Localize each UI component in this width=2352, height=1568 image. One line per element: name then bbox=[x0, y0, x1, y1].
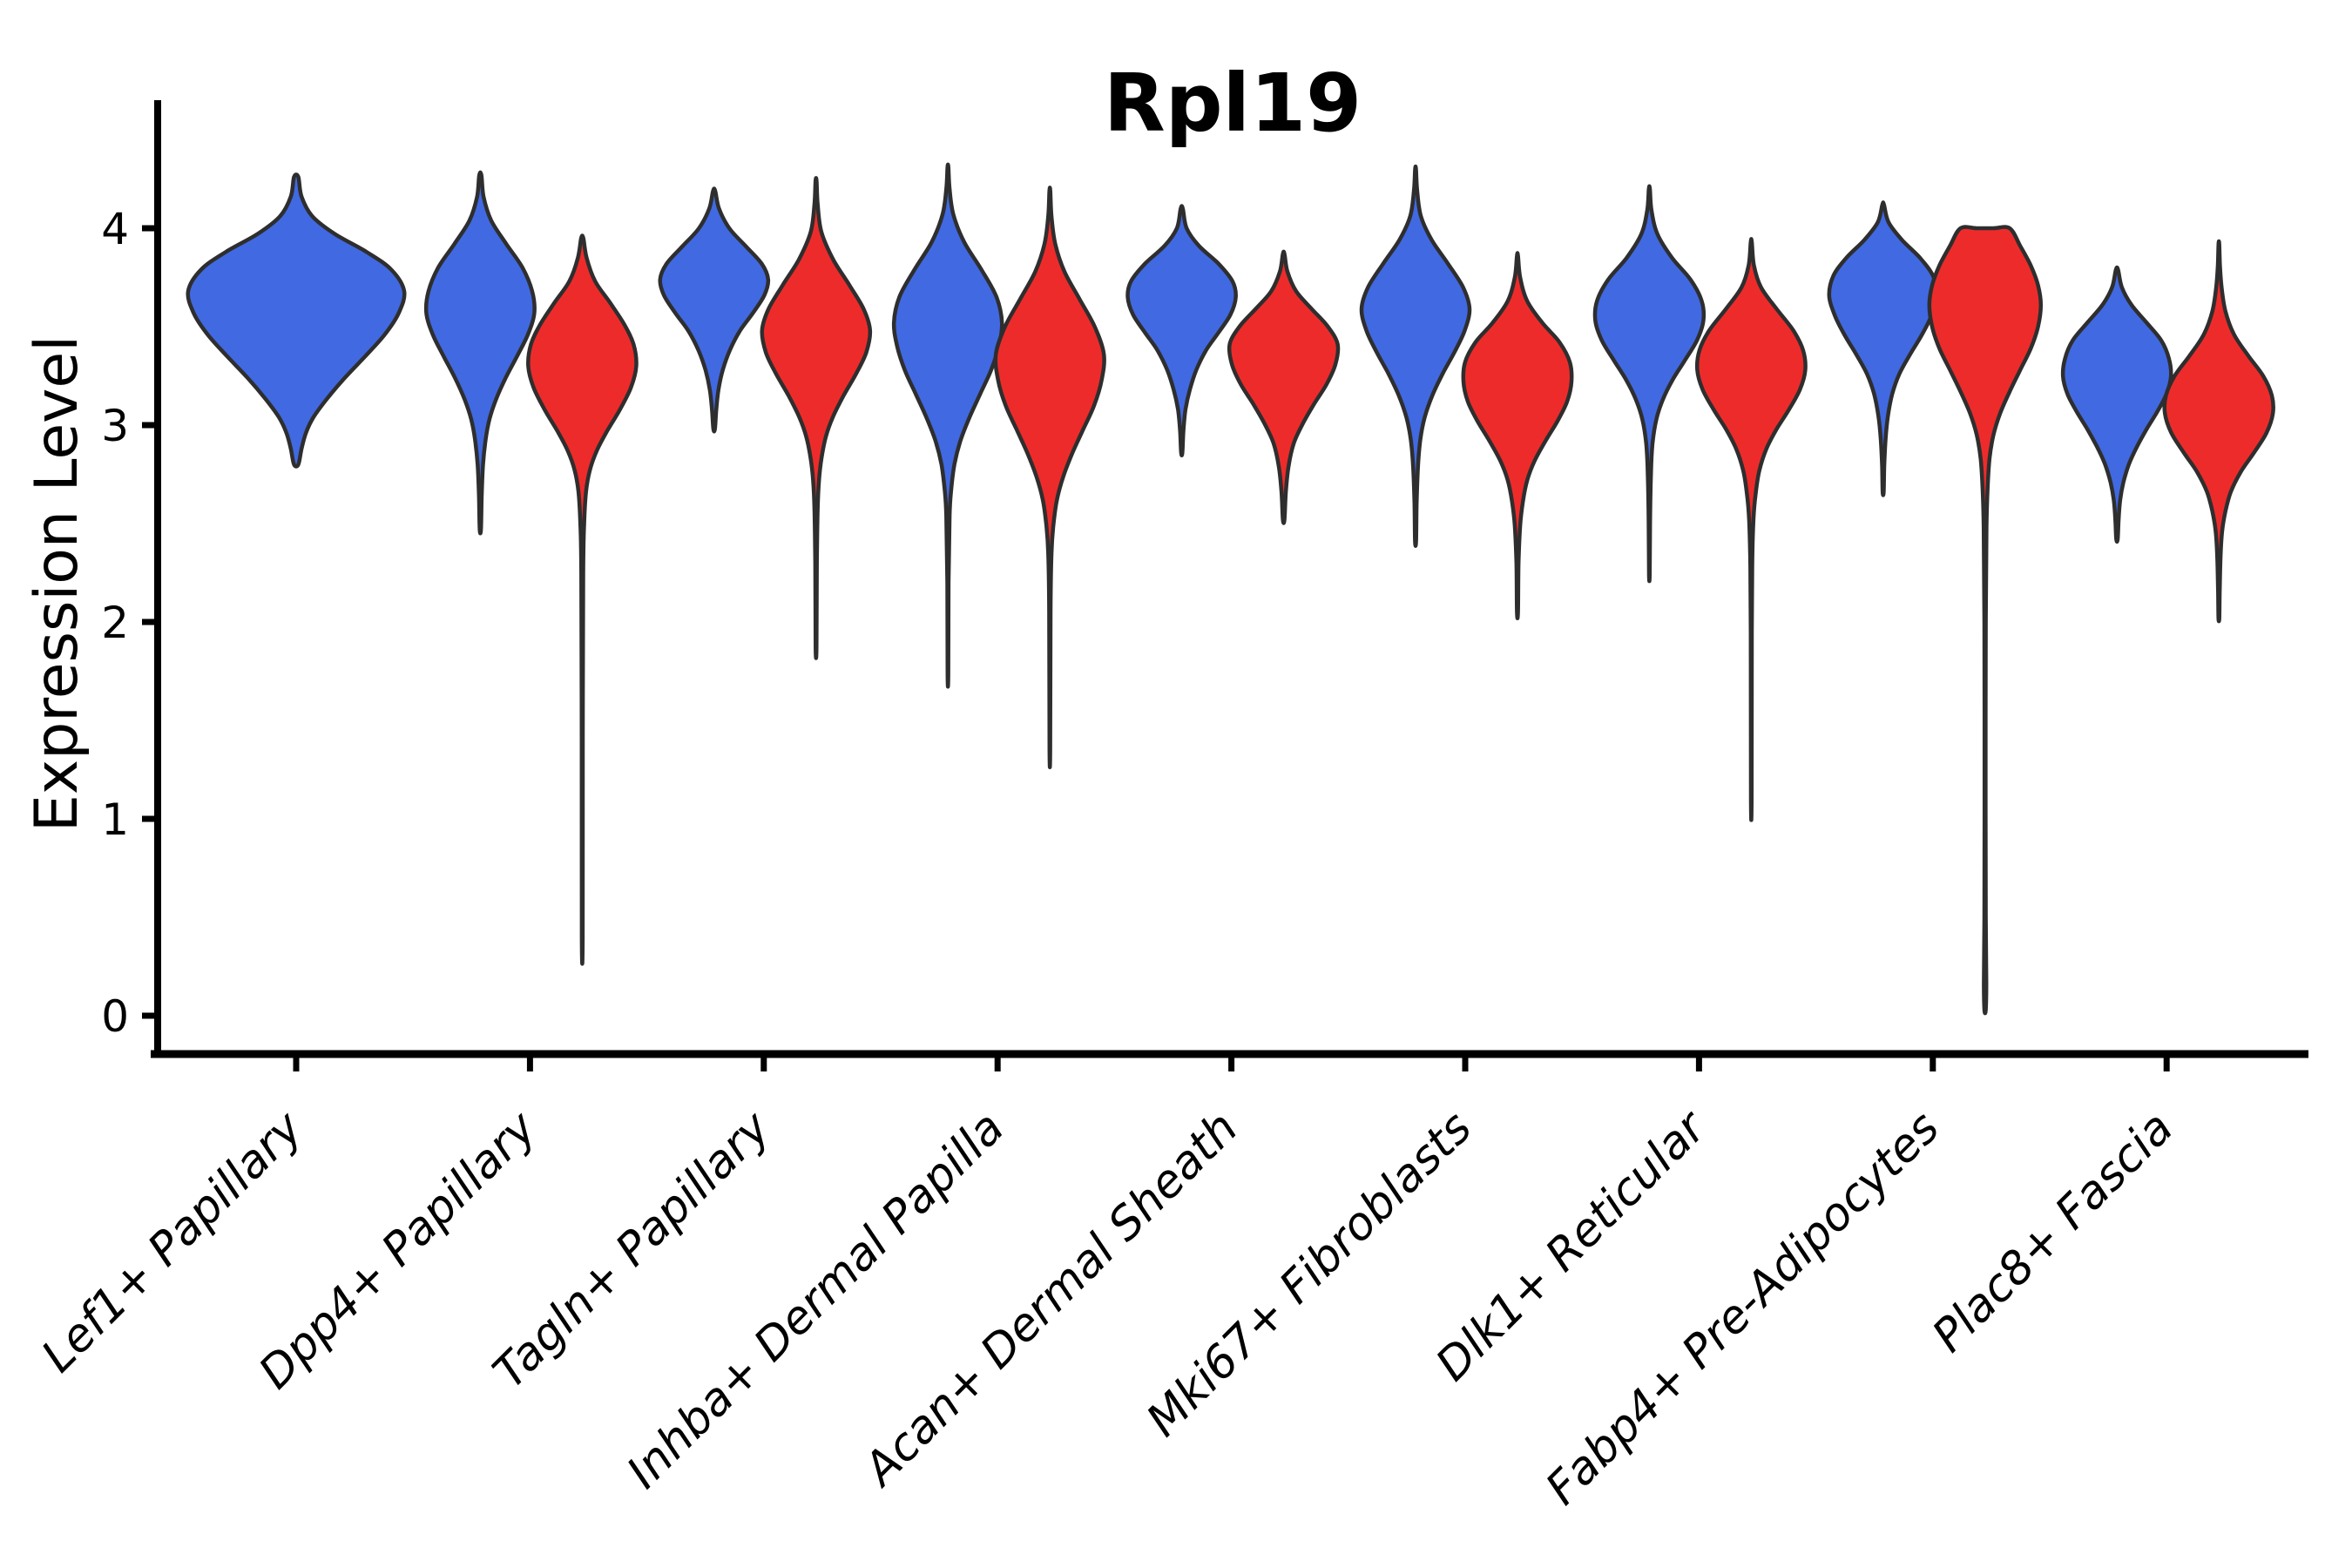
violin-dlk1-blue bbox=[1592, 184, 1707, 584]
violin-inhba-red bbox=[993, 186, 1106, 769]
violin-fabp4-red bbox=[1927, 225, 2044, 1016]
violin-tagln-blue bbox=[658, 186, 771, 434]
violins-group bbox=[186, 162, 2275, 1016]
violin-dpp4-red bbox=[526, 233, 639, 966]
x-axis-label: Fabp4+ Pre-Adipocytes bbox=[1536, 1102, 1950, 1516]
violin-acan-blue bbox=[1125, 204, 1238, 457]
y-tick-label: 2 bbox=[101, 598, 129, 648]
violin-dlk1-red bbox=[1694, 237, 1808, 822]
x-axis-label: Acan+ Dermal Sheath bbox=[853, 1102, 1248, 1497]
y-tick-label: 3 bbox=[101, 401, 129, 451]
x-axis-label: Inhba+ Dermal Papilla bbox=[618, 1102, 1015, 1499]
violin-fabp4-blue bbox=[1827, 200, 1940, 497]
y-tick-label: 4 bbox=[101, 204, 129, 254]
x-axis-label: Plac8+ Fascia bbox=[1923, 1102, 2183, 1362]
violin-lef1-blue bbox=[186, 172, 407, 469]
violin-tagln-red bbox=[760, 176, 873, 660]
violin-inhba-blue bbox=[891, 162, 1004, 689]
violin-plac8-blue bbox=[2060, 265, 2173, 544]
violin-mki67-red bbox=[1461, 251, 1574, 620]
violin-plac8-red bbox=[2162, 239, 2275, 624]
violin-mki67-blue bbox=[1359, 164, 1472, 548]
y-axis-title: Expression Level bbox=[23, 335, 91, 832]
chart-title: Rpl19 bbox=[1104, 57, 1362, 150]
violin-acan-red bbox=[1227, 249, 1341, 525]
y-tick-label: 1 bbox=[101, 794, 129, 845]
y-tick-label: 0 bbox=[101, 991, 129, 1042]
violin-dpp4-blue bbox=[423, 170, 537, 536]
